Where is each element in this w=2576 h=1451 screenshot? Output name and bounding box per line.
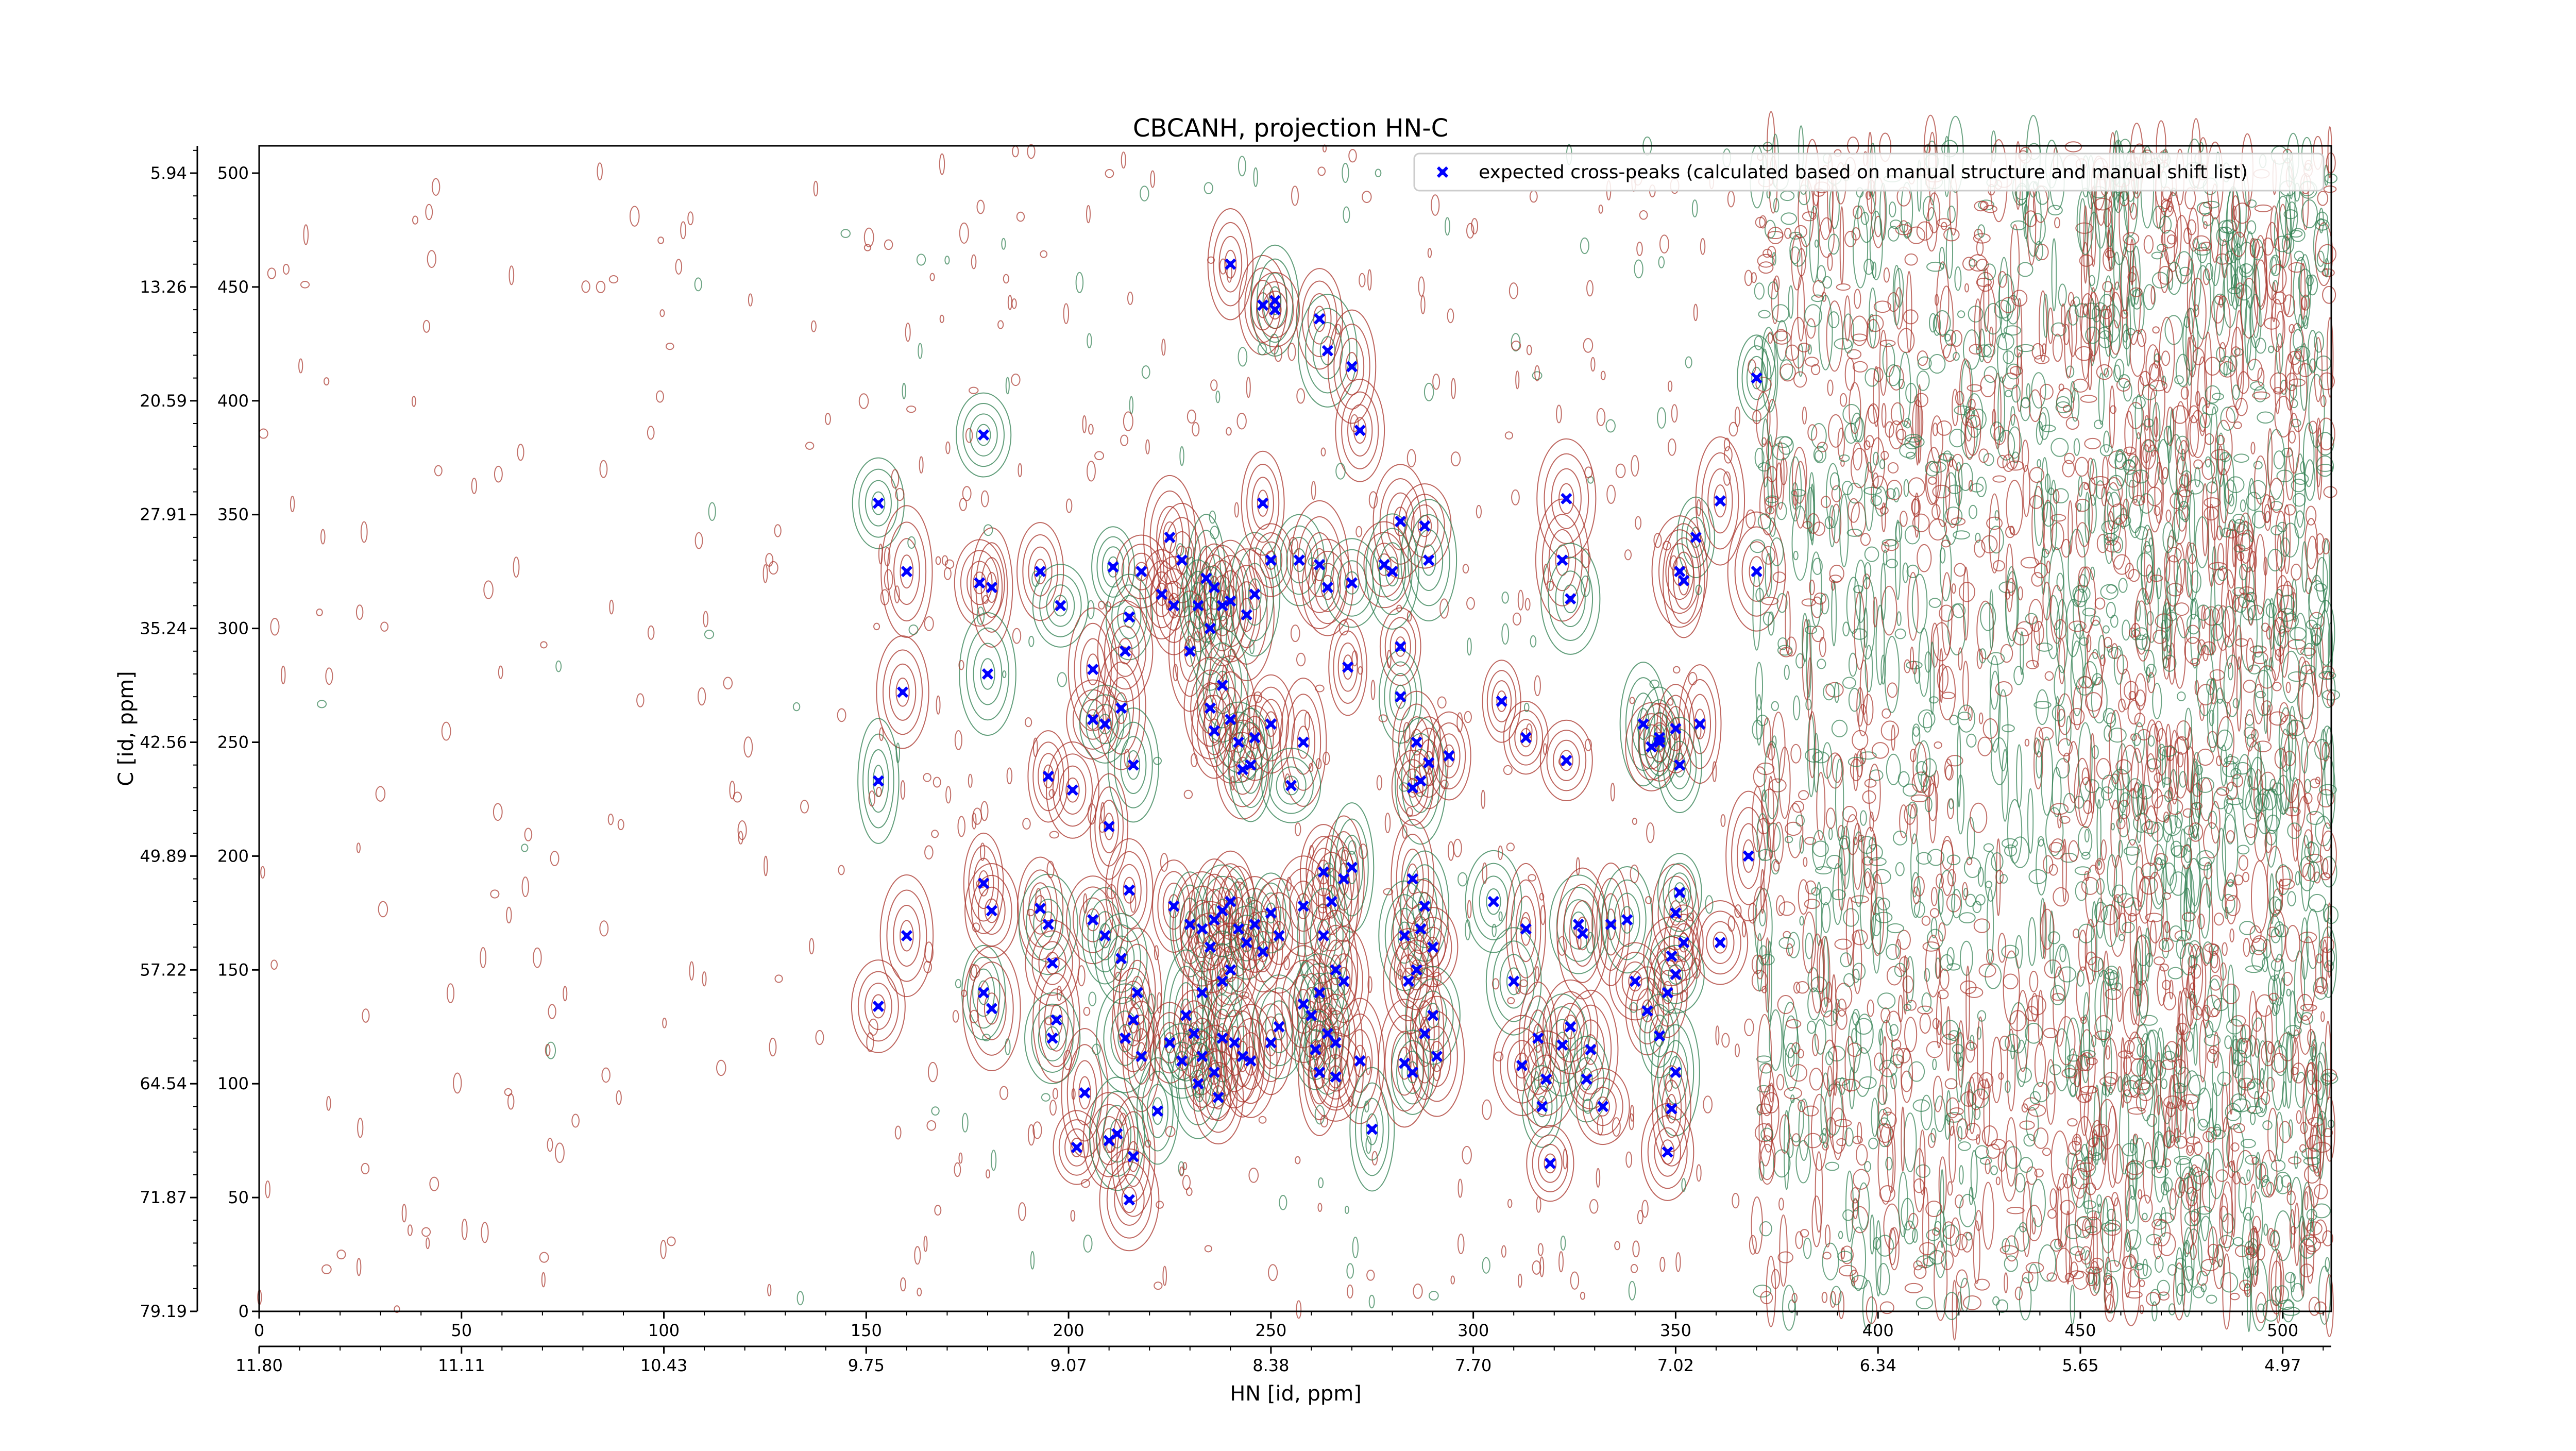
y-ppm-tick-label: 79.19 (140, 1302, 187, 1321)
x-tick-label: 150 (851, 1321, 882, 1340)
y-tick-label: 200 (217, 846, 249, 866)
x-tick-label: 350 (1660, 1321, 1691, 1340)
y-ppm-tick-label: 64.54 (140, 1074, 187, 1093)
y-tick-label: 150 (217, 960, 249, 980)
y-tick-label: 400 (217, 391, 249, 411)
x-ppm-tick-label: 10.43 (640, 1356, 688, 1375)
y-tick-label: 300 (217, 619, 249, 638)
x-tick-label: 200 (1053, 1321, 1084, 1340)
x-ppm-tick-label: 6.34 (1860, 1356, 1896, 1375)
x-ppm-tick-label: 8.38 (1252, 1356, 1289, 1375)
y-tick-label: 250 (217, 733, 249, 752)
y-ppm-tick-label: 27.91 (140, 505, 187, 525)
y-ppm-tick-label: 42.56 (140, 733, 187, 752)
y-ppm-tick-label: 35.24 (140, 619, 187, 638)
x-tick-label: 100 (648, 1321, 680, 1340)
x-tick-label: 400 (1862, 1321, 1894, 1340)
y-tick-label: 500 (217, 163, 249, 183)
y-tick-label: 450 (217, 277, 249, 297)
x-tick-label: 250 (1255, 1321, 1286, 1340)
x-tick-label: 300 (1458, 1321, 1489, 1340)
x-tick-label: 450 (2064, 1321, 2096, 1340)
y-tick-label: 100 (217, 1074, 249, 1093)
y-ppm-tick-label: 49.89 (140, 846, 187, 866)
y-tick-label: 50 (228, 1188, 249, 1207)
y-tick-label: 350 (217, 505, 249, 525)
x-ppm-tick-label: 9.75 (848, 1356, 885, 1375)
x-ppm-tick-label: 7.02 (1657, 1356, 1694, 1375)
x-ppm-tick-label: 9.07 (1050, 1356, 1087, 1375)
x-tick-label: 50 (451, 1321, 472, 1340)
x-ppm-tick-label: 4.97 (2264, 1356, 2301, 1375)
x-ppm-tick-label: 7.70 (1455, 1356, 1492, 1375)
x-ppm-tick-label: 5.65 (2062, 1356, 2098, 1375)
x-tick-label: 500 (2267, 1321, 2298, 1340)
y-tick-label: 0 (239, 1302, 249, 1321)
x-tick-label: 0 (254, 1321, 264, 1340)
x-ppm-tick-label: 11.11 (438, 1356, 485, 1375)
y-ppm-tick-label: 71.87 (140, 1188, 187, 1207)
x-ppm-tick-label: 11.80 (235, 1356, 283, 1375)
y-ppm-tick-label: 57.22 (140, 960, 187, 980)
